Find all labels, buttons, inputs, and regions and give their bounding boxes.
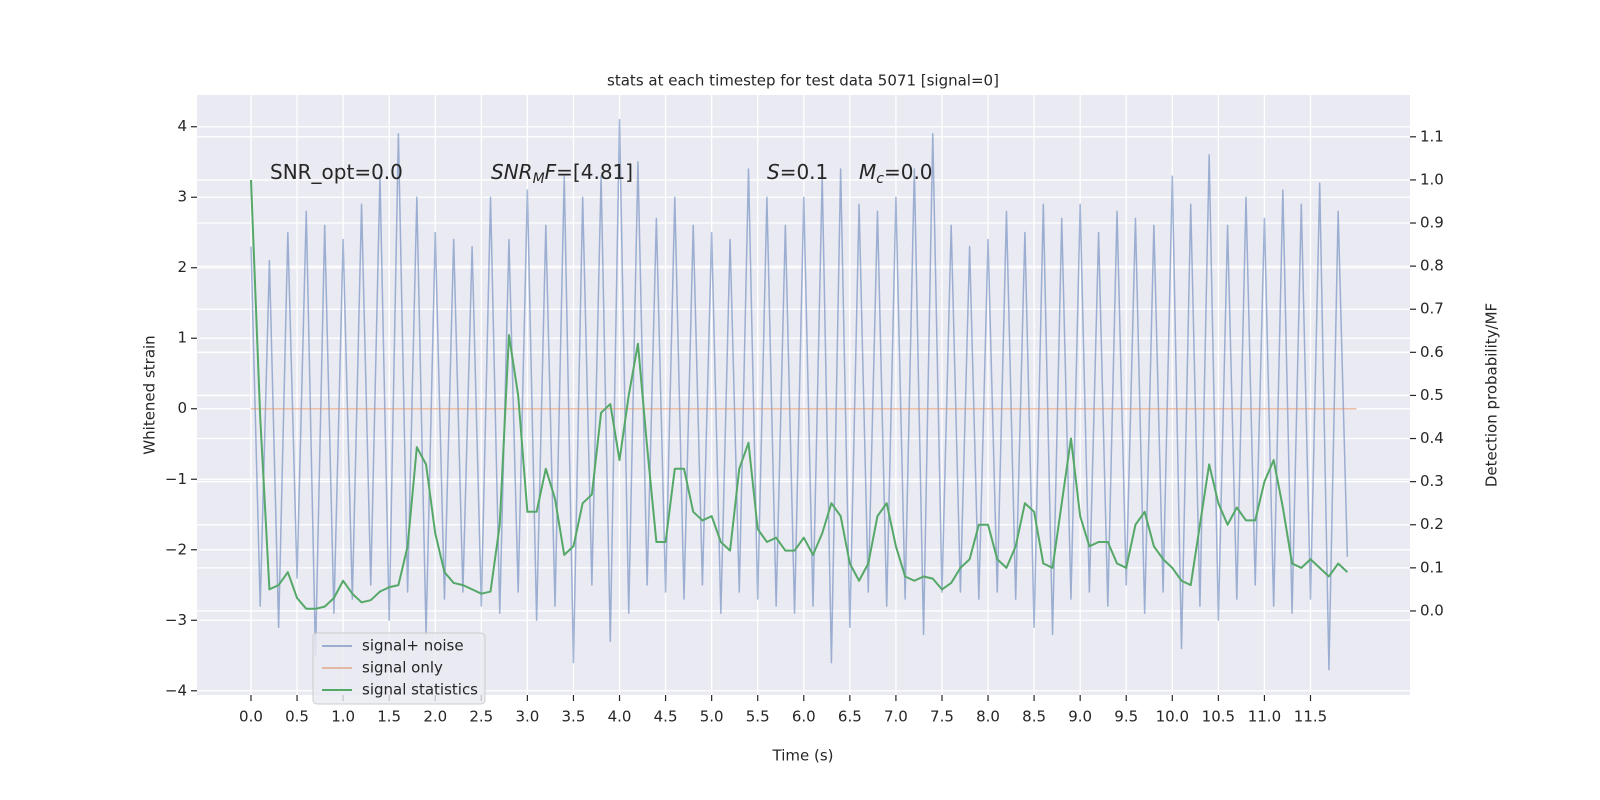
x-tick-label: 8.0	[976, 708, 1000, 726]
annotation-part: SNR	[491, 160, 533, 184]
x-tick-label: 6.5	[838, 708, 862, 726]
y2-tick-label: 0.7	[1420, 300, 1444, 318]
x-tick-label: 5.5	[746, 708, 770, 726]
y-tick-label: −1	[165, 470, 187, 488]
y-tick-label: −2	[165, 540, 187, 558]
chart-title: stats at each timestep for test data 507…	[607, 72, 999, 90]
y-tick-label: 0	[177, 399, 187, 417]
y-axis-label: Whitened strain	[141, 335, 159, 454]
annotation-part: =[4.81]	[556, 160, 633, 184]
y-tick-label: 2	[177, 258, 187, 276]
y2-tick-label: 1.0	[1420, 170, 1444, 188]
y-tick-label: 4	[177, 117, 187, 135]
y2-tick-label: 0.8	[1420, 257, 1444, 275]
x-tick-label: 0.0	[239, 708, 263, 726]
x-tick-label: 5.0	[700, 708, 724, 726]
x-tick-label: 2.5	[469, 708, 493, 726]
legend-label: signal only	[362, 659, 443, 677]
x-tick-label: 3.5	[562, 708, 586, 726]
x-tick-label: 10.5	[1202, 708, 1235, 726]
x-tick-label: 9.5	[1114, 708, 1138, 726]
annotation-part: =0.1	[780, 160, 829, 184]
y-tick-label: 1	[177, 329, 187, 347]
x-tick-label: 10.0	[1156, 708, 1189, 726]
annotation-part: M	[533, 171, 545, 187]
annotation: SNR_opt=0.0	[270, 160, 403, 184]
annotation-part: SNR_opt=0.0	[270, 160, 403, 184]
annotation-part: c	[876, 171, 884, 187]
x-tick-label: 1.5	[377, 708, 401, 726]
annotation-part: =0.0	[884, 160, 933, 184]
series-line	[250, 118, 1349, 671]
y-tick-label: 3	[177, 188, 187, 206]
annotation-part: S	[767, 160, 780, 184]
y2-tick-label: 0.0	[1420, 601, 1444, 619]
x-tick-label: 0.5	[285, 708, 309, 726]
annotation: S=0.1	[767, 160, 828, 184]
y2-tick-label: 0.2	[1420, 515, 1444, 533]
legend-label: signal statistics	[362, 681, 478, 699]
legend-label: signal+ noise	[362, 637, 464, 655]
series-line	[249, 179, 1349, 610]
x-tick-label: 8.5	[1022, 708, 1046, 726]
y-tick-label: −4	[165, 681, 187, 699]
x-axis-label: Time (s)	[772, 747, 834, 765]
annotation: SNRMF=[4.81]	[491, 160, 633, 188]
x-tick-label: 7.0	[884, 708, 908, 726]
y2-axis-label: Detection probability/MF	[1483, 303, 1501, 487]
x-tick-label: 1.0	[331, 708, 355, 726]
annotation: Mc=0.0	[859, 160, 933, 188]
y2-tick-label: 0.3	[1420, 472, 1444, 490]
annotation-part: M	[859, 160, 876, 184]
annotation-part: F	[545, 160, 557, 184]
x-tick-label: 11.5	[1294, 708, 1327, 726]
x-tick-label: 3.0	[515, 708, 539, 726]
y2-tick-label: 0.6	[1420, 343, 1444, 361]
y2-tick-label: 0.1	[1420, 558, 1444, 576]
x-tick-label: 6.0	[792, 708, 816, 726]
y2-tick-label: 0.5	[1420, 386, 1444, 404]
x-tick-label: 4.0	[608, 708, 632, 726]
y-tick-label: −3	[165, 611, 187, 629]
x-tick-label: 11.0	[1248, 708, 1281, 726]
legend-box	[312, 632, 486, 705]
x-tick-label: 9.0	[1068, 708, 1092, 726]
x-tick-label: 7.5	[930, 708, 954, 726]
x-tick-label: 4.5	[654, 708, 678, 726]
y2-tick-label: 1.1	[1420, 127, 1444, 145]
x-tick-label: 2.0	[423, 708, 447, 726]
y2-tick-label: 0.9	[1420, 214, 1444, 232]
y2-tick-label: 0.4	[1420, 429, 1444, 447]
